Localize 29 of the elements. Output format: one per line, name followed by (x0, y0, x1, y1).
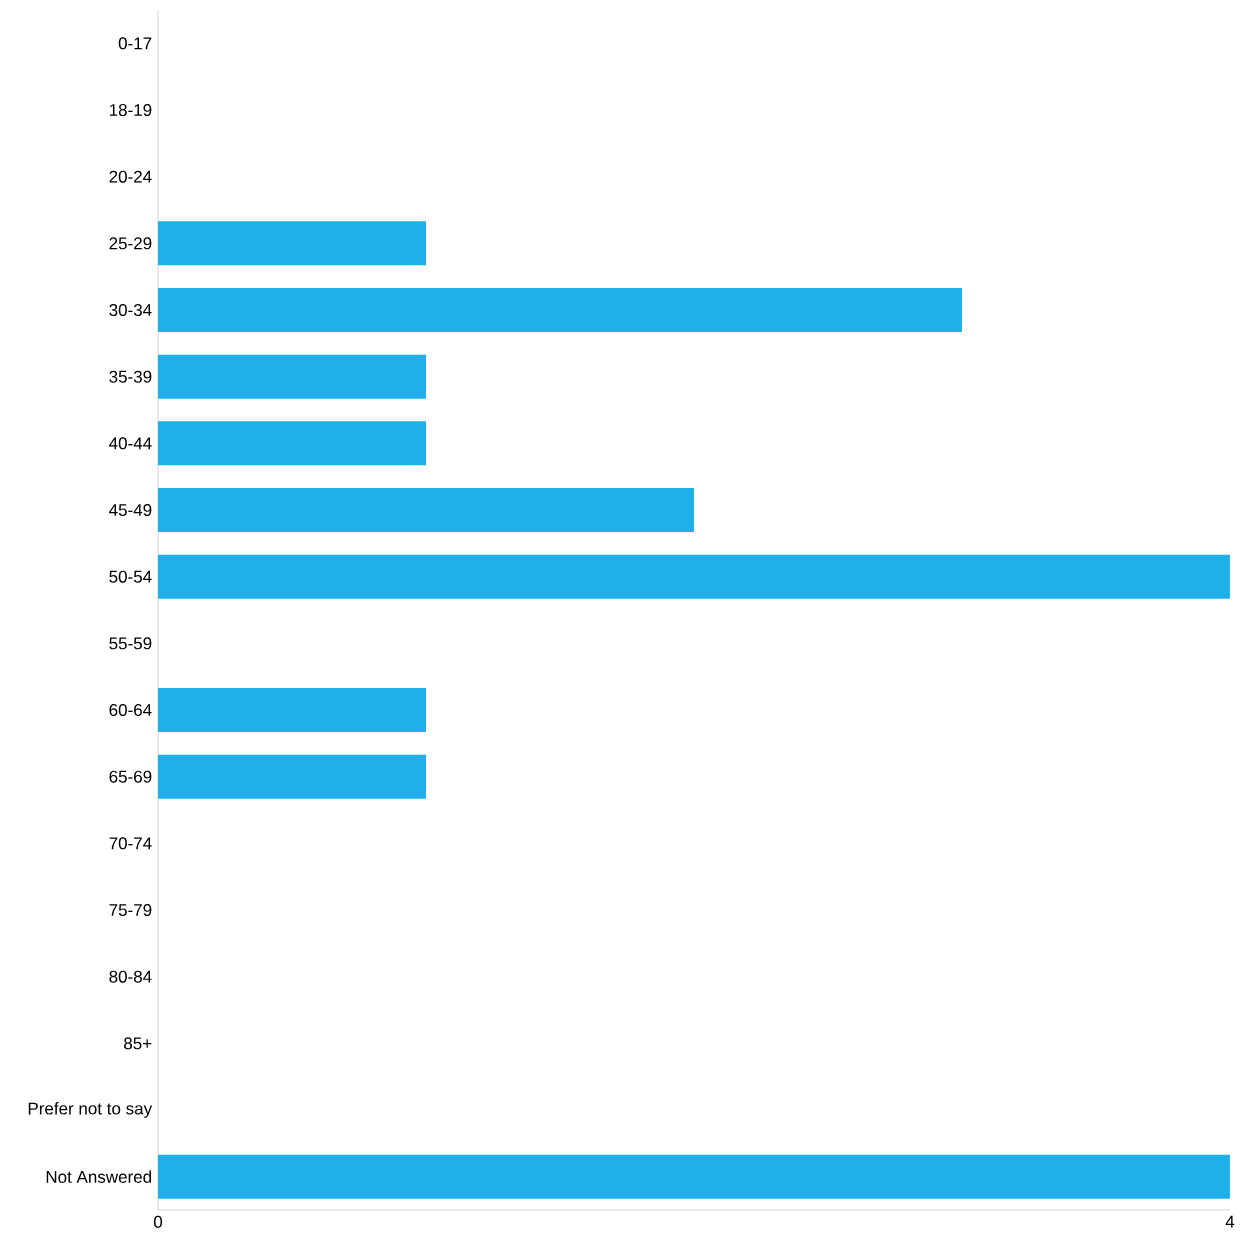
y-tick-label: 45-49 (109, 503, 152, 517)
y-tick-label: 65-69 (109, 770, 152, 783)
y-tick-label: 18-19 (109, 103, 152, 117)
y-tick-label: Not Answered (46, 1170, 152, 1183)
y-tick-label: 0-17 (118, 37, 152, 50)
bar (158, 754, 426, 799)
y-tick-label: 35-39 (109, 370, 152, 383)
x-tick-label: 4 (1225, 1215, 1235, 1228)
bar (158, 488, 694, 533)
y-tick-label: 20-24 (109, 170, 152, 183)
bar (158, 421, 426, 466)
bar (158, 354, 426, 399)
bar (158, 221, 426, 266)
y-tick-label: 70-74 (109, 837, 152, 850)
bar (158, 554, 1230, 599)
y-tick-label: 85+ (124, 1037, 152, 1050)
y-tick-label: 30-34 (109, 303, 152, 317)
y-tick-label: 55-59 (109, 637, 152, 650)
y-tick-label: 60-64 (109, 703, 152, 717)
y-tick-label: 80-84 (109, 970, 152, 983)
bar (158, 688, 426, 733)
y-tick-label: 25-29 (109, 237, 152, 250)
y-tick-label: 40-44 (109, 437, 152, 450)
y-tick-label: Prefer not to say (28, 1102, 153, 1118)
x-tick-label: 0 (153, 1215, 163, 1228)
bar (158, 288, 962, 333)
y-tick-label: 50-54 (109, 570, 152, 583)
bar (158, 1154, 1230, 1199)
y-tick-label: 75-79 (109, 903, 152, 917)
